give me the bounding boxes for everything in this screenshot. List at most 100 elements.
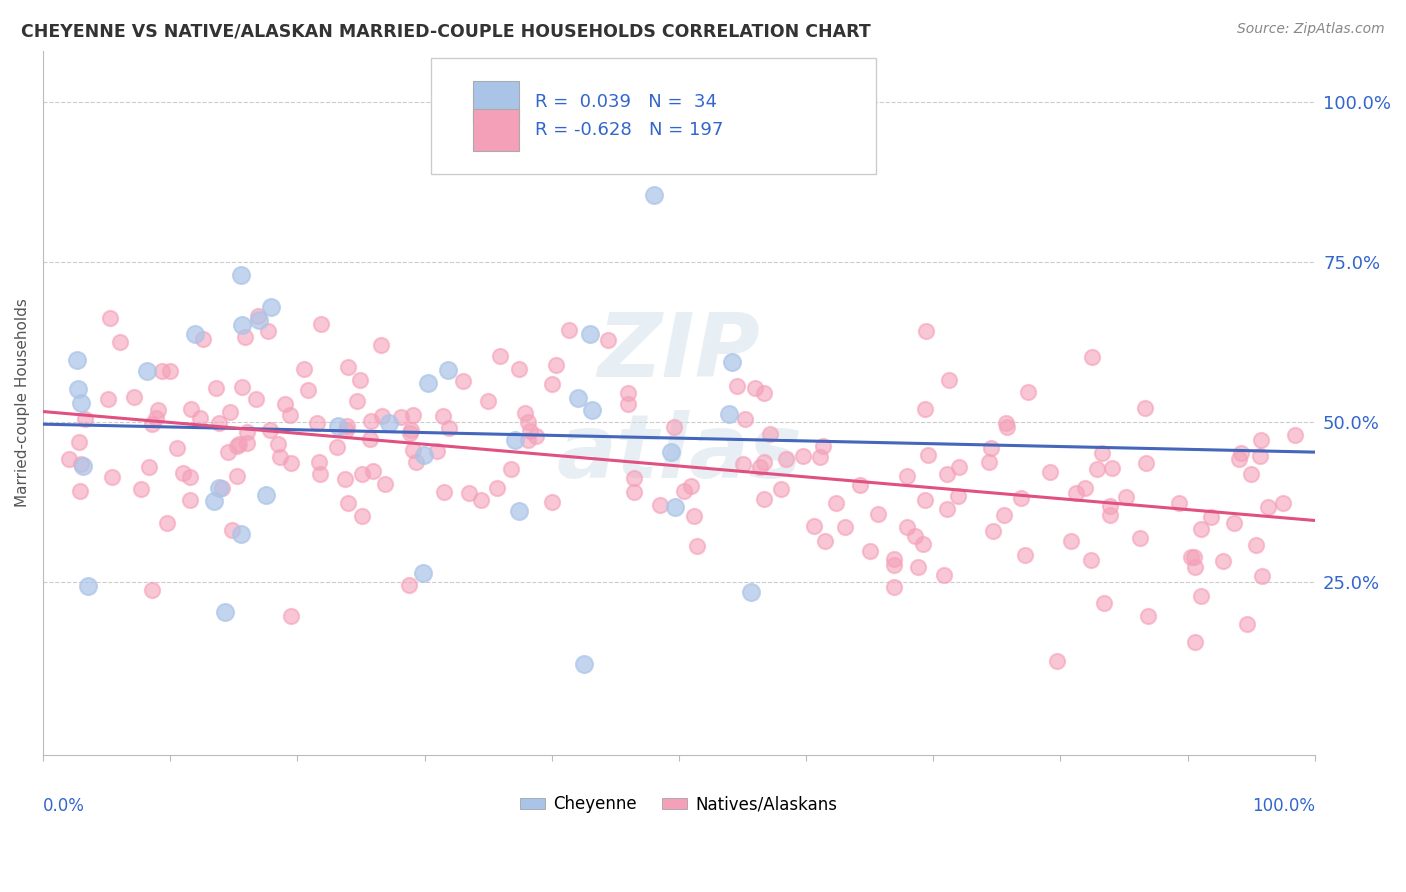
Point bbox=[413, 448, 436, 462]
Point bbox=[402, 408, 425, 422]
Point bbox=[451, 374, 474, 388]
Point bbox=[97, 392, 120, 407]
Point bbox=[1191, 589, 1213, 603]
Point bbox=[643, 187, 665, 202]
Point bbox=[217, 445, 239, 459]
Point bbox=[335, 423, 357, 437]
Point bbox=[1227, 452, 1250, 467]
Point bbox=[349, 373, 371, 387]
Point bbox=[513, 406, 536, 420]
Point bbox=[1272, 496, 1295, 510]
Point bbox=[378, 417, 401, 431]
Text: R = -0.628   N = 197: R = -0.628 N = 197 bbox=[536, 121, 724, 139]
Point bbox=[401, 442, 423, 457]
Point bbox=[193, 332, 215, 346]
Point bbox=[517, 415, 540, 429]
Point bbox=[1182, 549, 1205, 564]
Point bbox=[1080, 553, 1102, 567]
Point bbox=[179, 469, 201, 483]
Point bbox=[138, 460, 160, 475]
Point bbox=[824, 496, 846, 510]
Point bbox=[346, 393, 368, 408]
Point bbox=[1240, 467, 1263, 481]
Point bbox=[883, 552, 905, 566]
Point bbox=[486, 482, 509, 496]
Point bbox=[1017, 384, 1039, 399]
Point bbox=[1136, 608, 1159, 623]
Point bbox=[938, 373, 960, 387]
Point bbox=[896, 469, 918, 483]
Text: ZIP
atlas: ZIP atlas bbox=[555, 309, 801, 497]
Point bbox=[883, 580, 905, 594]
Point bbox=[546, 359, 568, 373]
Point bbox=[1257, 500, 1279, 514]
Point bbox=[617, 385, 640, 400]
Point bbox=[389, 409, 412, 424]
Point bbox=[915, 324, 938, 338]
Point bbox=[477, 393, 499, 408]
Point bbox=[717, 407, 740, 421]
Point bbox=[58, 451, 80, 466]
Point bbox=[914, 401, 936, 416]
Point bbox=[664, 500, 686, 514]
Point bbox=[374, 476, 396, 491]
Point bbox=[211, 481, 233, 495]
Point bbox=[1236, 617, 1258, 632]
Point bbox=[725, 379, 748, 393]
Point bbox=[221, 523, 243, 537]
Point bbox=[1010, 491, 1032, 505]
Point bbox=[405, 455, 427, 469]
Point bbox=[792, 449, 814, 463]
Point bbox=[361, 463, 384, 477]
Point bbox=[1081, 350, 1104, 364]
Point bbox=[948, 459, 970, 474]
Point bbox=[333, 472, 356, 486]
Point bbox=[458, 485, 481, 500]
Point bbox=[69, 457, 91, 471]
Point bbox=[1064, 486, 1087, 500]
Point bbox=[101, 470, 124, 484]
Point bbox=[623, 471, 645, 485]
Point bbox=[834, 520, 856, 534]
Point bbox=[659, 444, 682, 458]
Point bbox=[260, 300, 283, 314]
Point bbox=[1223, 516, 1246, 530]
Point bbox=[579, 327, 602, 342]
Point bbox=[70, 396, 93, 410]
Point bbox=[803, 519, 825, 533]
Point bbox=[426, 443, 449, 458]
Point bbox=[596, 333, 619, 347]
Point bbox=[1039, 465, 1062, 479]
Point bbox=[228, 437, 250, 451]
Point bbox=[911, 537, 934, 551]
Point bbox=[73, 412, 96, 426]
Point bbox=[205, 381, 228, 395]
Point bbox=[849, 478, 872, 492]
Point bbox=[748, 460, 770, 475]
Point bbox=[278, 409, 301, 423]
Point bbox=[499, 461, 522, 475]
Point bbox=[231, 379, 253, 393]
Point bbox=[1284, 428, 1306, 442]
Point bbox=[188, 410, 211, 425]
Point bbox=[934, 568, 956, 582]
Point bbox=[541, 495, 564, 509]
Point bbox=[814, 534, 837, 549]
FancyBboxPatch shape bbox=[432, 58, 876, 174]
Point bbox=[994, 417, 1017, 431]
Point bbox=[731, 457, 754, 471]
Point bbox=[150, 364, 173, 378]
Point bbox=[76, 579, 98, 593]
Point bbox=[66, 352, 89, 367]
Point bbox=[297, 384, 319, 398]
Point bbox=[225, 439, 247, 453]
Point bbox=[326, 440, 349, 454]
Point bbox=[673, 483, 696, 498]
Point bbox=[946, 490, 969, 504]
Point bbox=[1133, 401, 1156, 415]
Point bbox=[752, 386, 775, 401]
Text: 0.0%: 0.0% bbox=[44, 797, 86, 814]
Point bbox=[1085, 462, 1108, 476]
Point bbox=[541, 377, 564, 392]
Point bbox=[148, 402, 170, 417]
